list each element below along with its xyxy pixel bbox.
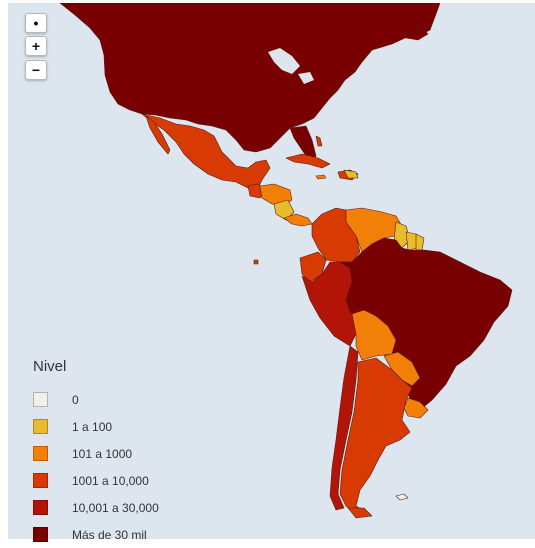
zoom-in-button[interactable]: + [25,36,47,56]
region-colombia[interactable] [311,207,361,263]
legend-item: 10,001 a 30,000 [33,494,159,521]
legend-item: 101 a 1000 [33,440,159,467]
region-bahamas[interactable] [315,135,323,147]
region-newfoundland[interactable] [404,25,429,41]
region-uruguay[interactable] [403,397,429,419]
legend-label: 10,001 a 30,000 [72,500,159,515]
map-panel[interactable] [8,3,535,539]
legend-item: 1 a 100 [33,413,159,440]
region-tierra-del-fuego[interactable] [347,507,373,519]
legend-title: Nivel [33,358,67,375]
legend-label: 1001 a 10,000 [72,473,149,488]
region-guyana[interactable] [393,221,411,249]
legend-item: 0 [33,386,159,413]
legend-label: 101 a 1000 [72,446,133,461]
map-legend: Nivel 0 1 a 100 101 a 1000 1001 a 10,000 10,… [33,358,159,548]
region-baja-california[interactable] [145,115,171,155]
region-chile[interactable] [329,345,359,511]
region-french-guiana[interactable] [415,233,425,251]
legend-label: Más de 30 mil [72,527,147,542]
legend-label: 1 a 100 [72,419,113,434]
legend-swatch [33,446,48,461]
minus-icon: − [31,62,41,78]
legend-item: Más de 30 mil [33,521,159,548]
legend-swatch [33,473,48,488]
region-puerto-rico[interactable] [343,169,359,179]
region-cuba[interactable] [285,153,331,169]
region-argentina[interactable] [339,357,413,515]
legend-items: 0 1 a 100 101 a 1000 1001 a 10,000 10,001 a … [33,386,159,548]
region-mexico[interactable] [141,113,271,193]
reset-view-button[interactable]: • [25,13,47,33]
legend-swatch [33,392,48,407]
legend-swatch [33,500,48,515]
region-falklands[interactable] [395,493,409,501]
plus-icon: + [31,38,41,54]
region-jamaica[interactable] [315,174,327,180]
choropleth-map[interactable] [8,3,535,539]
legend-swatch [33,419,48,434]
region-galapagos[interactable] [253,259,259,265]
region-venezuela[interactable] [345,207,403,253]
great-lakes [268,48,314,84]
legend-item: 1001 a 10,000 [33,467,159,494]
legend-label: 0 [72,392,79,407]
zoom-out-button[interactable]: − [25,60,47,80]
region-north-america[interactable] [59,3,441,153]
reset-view-icon: • [33,15,39,31]
legend-swatch [33,527,48,542]
